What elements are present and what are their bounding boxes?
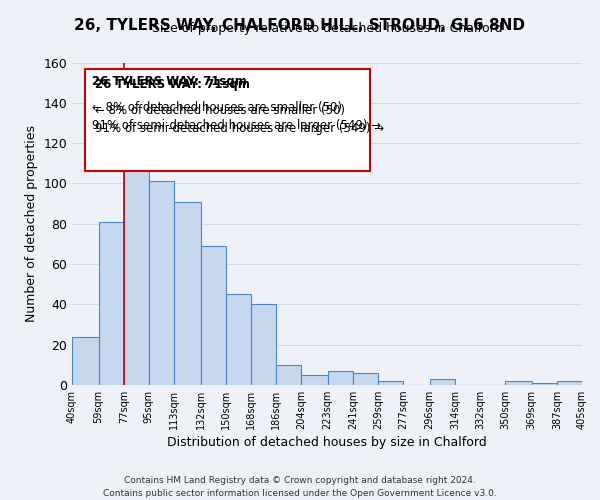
Text: ← 8% of detached houses are smaller (50)
91% of semi-detached houses are larger : ← 8% of detached houses are smaller (50)…	[95, 104, 384, 136]
Bar	[557, 381, 582, 385]
Title: Size of property relative to detached houses in Chalford: Size of property relative to detached ho…	[152, 22, 502, 35]
Text: 26, TYLERS WAY, CHALFORD HILL, STROUD, GL6 8ND: 26, TYLERS WAY, CHALFORD HILL, STROUD, G…	[74, 18, 526, 32]
Bar	[98, 222, 124, 385]
Text: ← 8% of detached houses are smaller (50)
91% of semi-detached houses are larger : ← 8% of detached houses are smaller (50)…	[92, 101, 382, 132]
Bar	[174, 202, 200, 385]
Bar	[353, 373, 378, 385]
X-axis label: Distribution of detached houses by size in Chalford: Distribution of detached houses by size …	[167, 436, 487, 450]
Bar	[328, 371, 353, 385]
Bar	[532, 383, 557, 385]
Text: Contains HM Land Registry data © Crown copyright and database right 2024.
Contai: Contains HM Land Registry data © Crown c…	[103, 476, 497, 498]
Bar	[276, 365, 301, 385]
Text: 26 TYLERS WAY: 71sqm: 26 TYLERS WAY: 71sqm	[92, 76, 247, 88]
Bar	[226, 294, 251, 385]
Bar	[301, 375, 328, 385]
Bar	[582, 381, 600, 385]
Bar	[505, 381, 532, 385]
Bar	[378, 381, 403, 385]
Text: 26 TYLERS WAY: 71sqm: 26 TYLERS WAY: 71sqm	[95, 78, 250, 91]
Bar	[85, 69, 370, 170]
Y-axis label: Number of detached properties: Number of detached properties	[25, 125, 38, 322]
Bar	[430, 379, 455, 385]
Bar	[149, 182, 174, 385]
Bar	[251, 304, 276, 385]
Bar	[200, 246, 226, 385]
Bar	[72, 336, 98, 385]
Bar	[124, 141, 149, 385]
